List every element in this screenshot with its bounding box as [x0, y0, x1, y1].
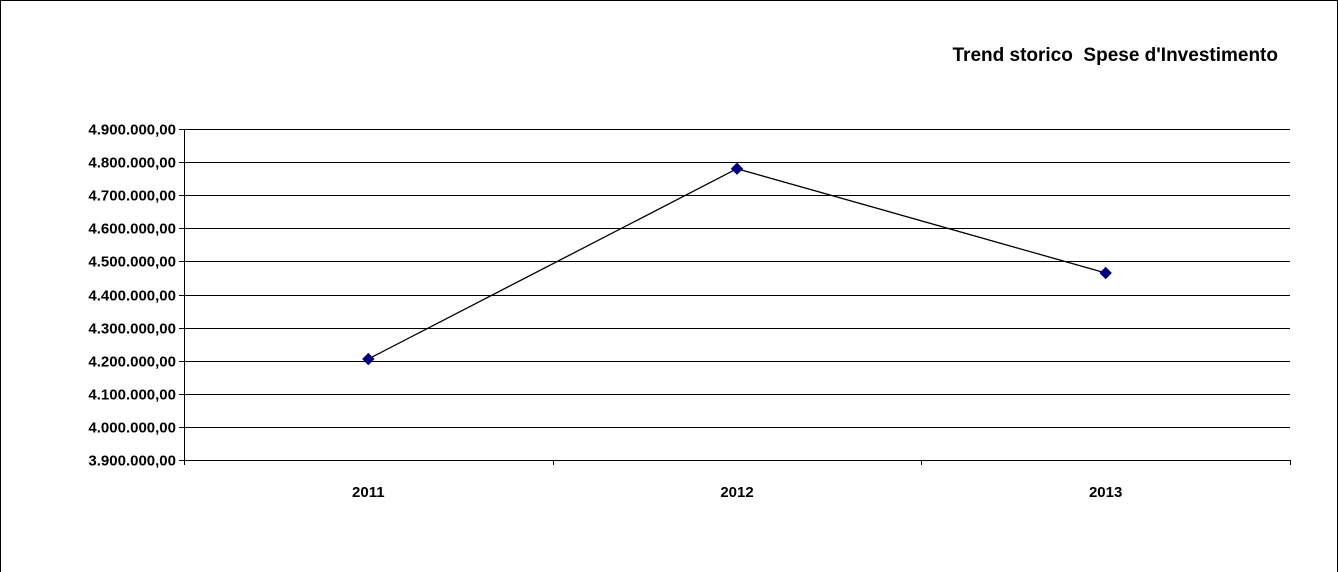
y-tick-label: 4.900.000,00	[88, 122, 176, 139]
y-tick-label: 4.100.000,00	[88, 387, 176, 404]
y-tick-label: 4.200.000,00	[88, 354, 176, 371]
data-point	[730, 162, 744, 175]
x-tick-label: 2013	[1089, 484, 1122, 501]
y-tick-label: 4.400.000,00	[88, 288, 176, 305]
y-tick-label: 4.600.000,00	[88, 221, 176, 238]
y-tick-label: 4.000.000,00	[88, 420, 176, 437]
series-line	[368, 168, 1106, 360]
x-tick-label: 2011	[352, 484, 385, 501]
chart-title: Trend storico Spese d'Investimento	[952, 45, 1279, 66]
data-point	[362, 352, 375, 366]
y-tick-label: 3.900.000,00	[88, 453, 176, 470]
x-tick-label: 2012	[720, 484, 753, 501]
y-tick-label: 4.700.000,00	[88, 188, 176, 205]
y-tick-label: 4.300.000,00	[88, 321, 176, 338]
y-tick-label: 4.500.000,00	[88, 254, 176, 271]
y-tick-label: 4.800.000,00	[88, 155, 176, 172]
data-point	[1099, 266, 1112, 280]
